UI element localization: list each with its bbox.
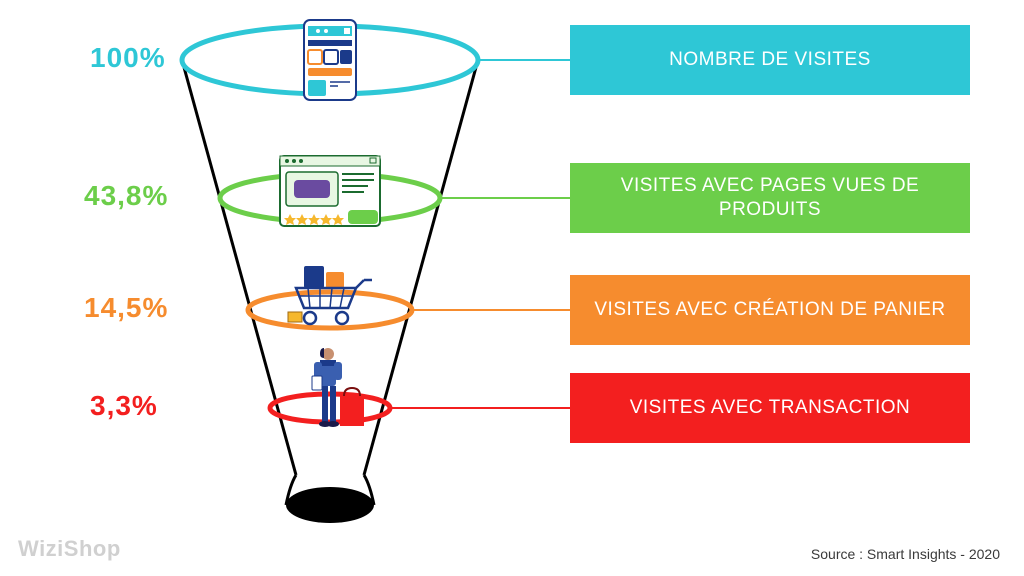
- brand-logo: WiziShop: [18, 536, 121, 562]
- phone-shop-icon: [298, 18, 362, 102]
- shopping-cart-icon: [286, 262, 376, 328]
- label-visits: NOMBRE DE VISITES: [570, 25, 970, 95]
- label-cart: VISITES AVEC CRÉATION DE PANIER: [570, 275, 970, 345]
- label-product: VISITES AVEC PAGES VUES DE PRODUITS: [570, 163, 970, 233]
- connector-purchase: [390, 407, 570, 409]
- pct-purchase: 3,3%: [90, 390, 158, 422]
- label-purchase-text: VISITES AVEC TRANSACTION: [630, 396, 911, 420]
- source-text: Source : Smart Insights - 2020: [811, 546, 1000, 562]
- label-cart-text: VISITES AVEC CRÉATION DE PANIER: [594, 298, 945, 322]
- pct-product: 43,8%: [84, 180, 168, 212]
- pct-visits: 100%: [90, 42, 166, 74]
- pct-cart: 14,5%: [84, 292, 168, 324]
- label-purchase: VISITES AVEC TRANSACTION: [570, 373, 970, 443]
- connector-cart: [412, 309, 570, 311]
- label-product-text: VISITES AVEC PAGES VUES DE PRODUITS: [584, 174, 956, 222]
- connector-product: [440, 197, 570, 199]
- product-page-icon: [278, 154, 382, 228]
- connector-visits: [478, 59, 570, 61]
- label-visits-text: NOMBRE DE VISITES: [669, 48, 871, 72]
- infographic-stage: 100% NOMBRE DE VISITES 43,8% VISITES AVE…: [0, 0, 1024, 576]
- shopper-bag-icon: [300, 346, 370, 436]
